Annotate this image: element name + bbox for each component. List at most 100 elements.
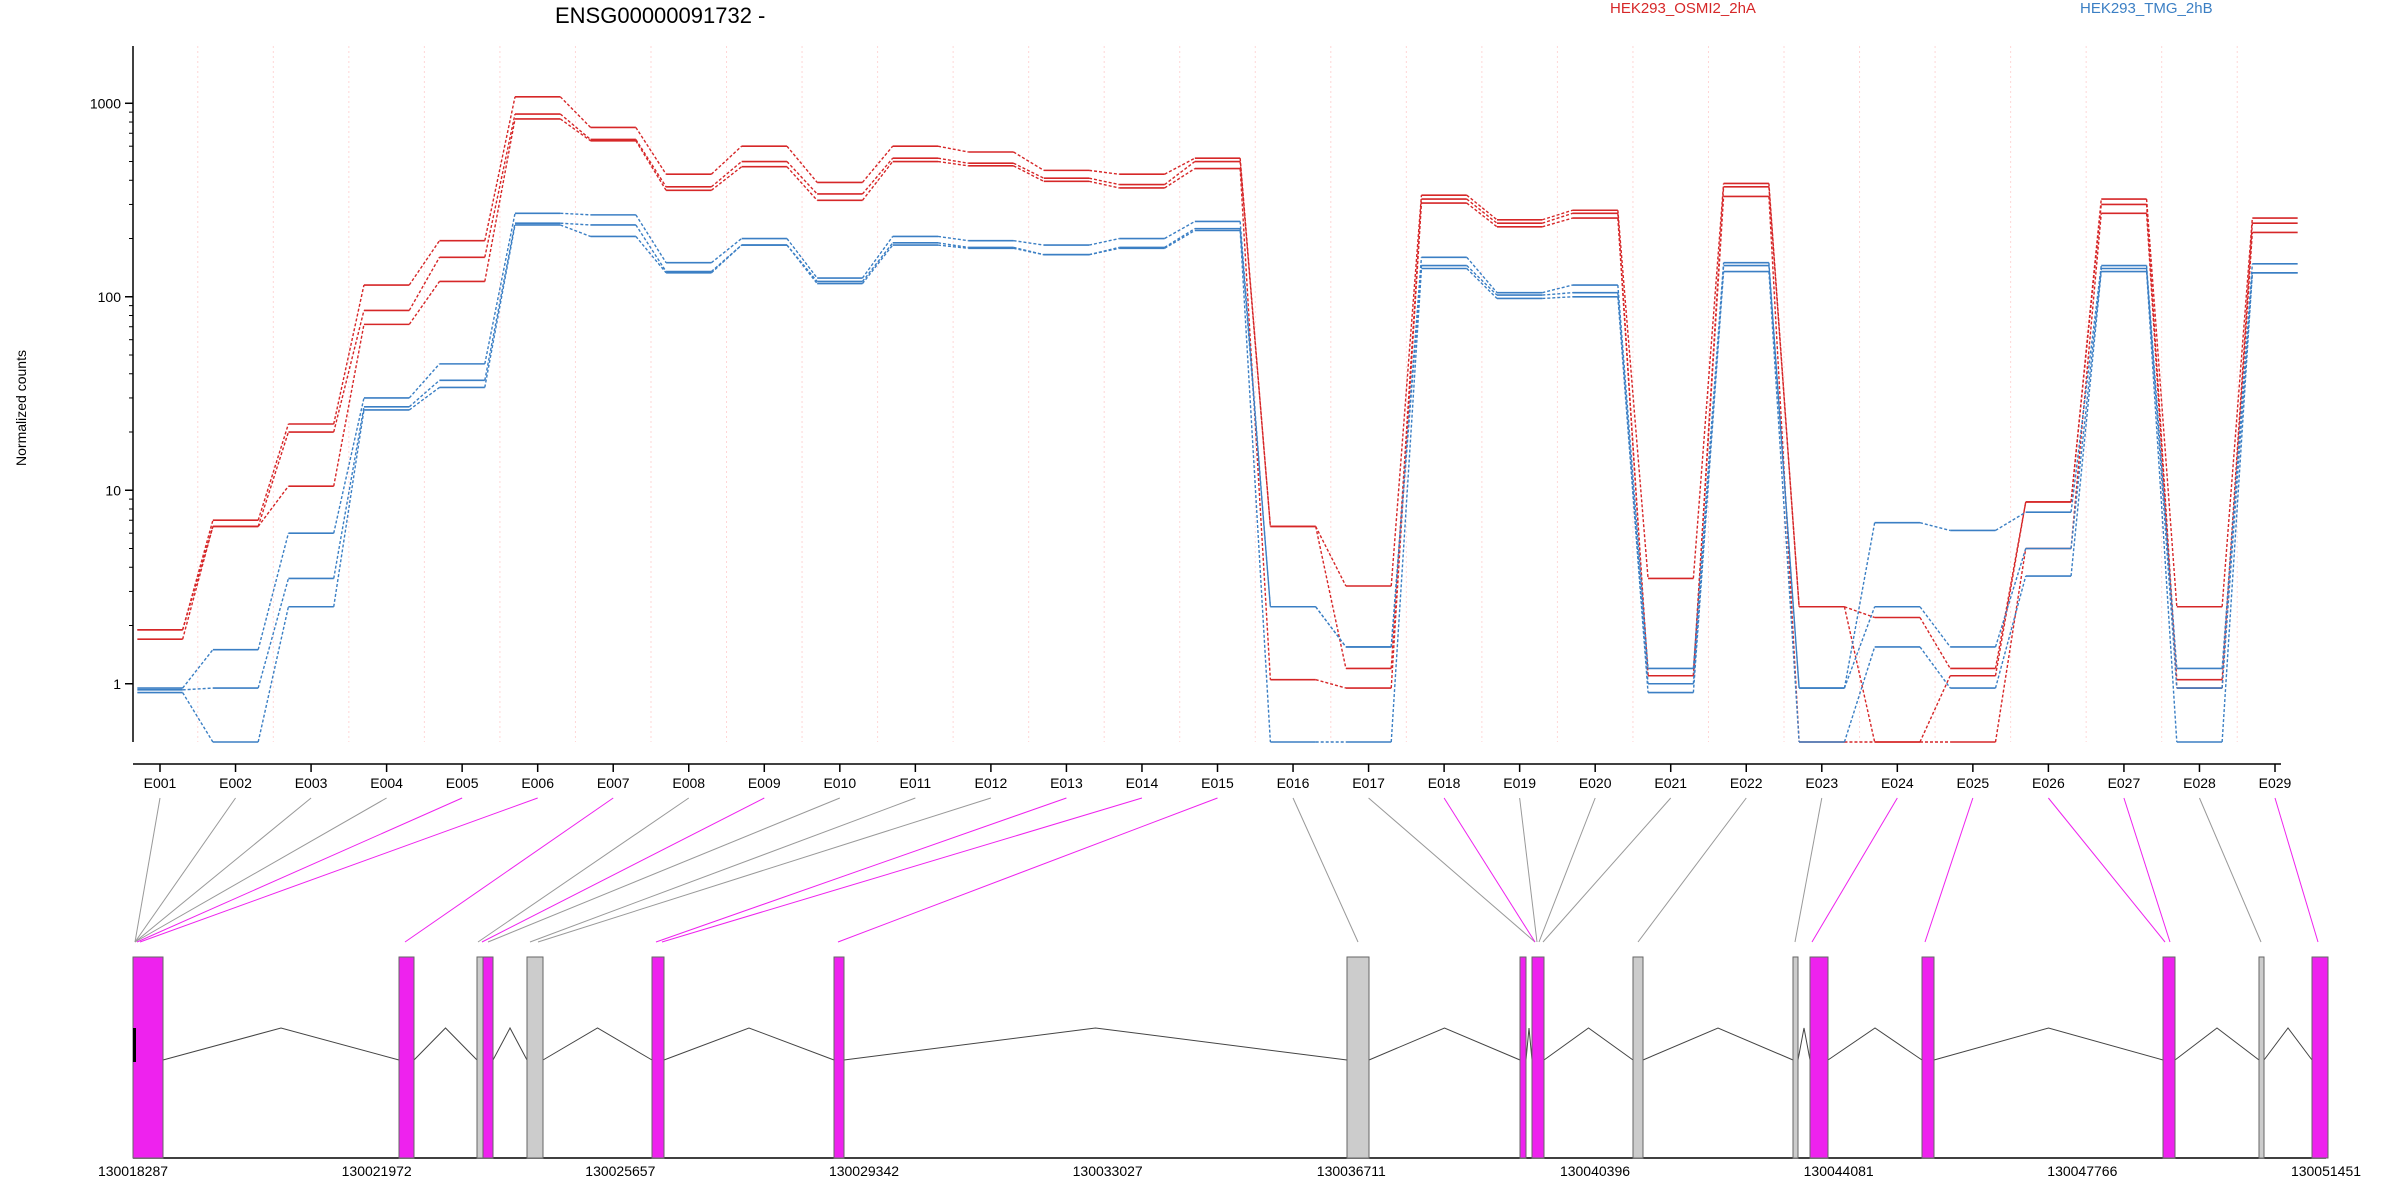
data-connector bbox=[1542, 284, 1573, 294]
data-connector bbox=[1088, 247, 1120, 256]
data-connector bbox=[181, 520, 214, 631]
exon-connector bbox=[1368, 797, 1536, 943]
data-connector bbox=[710, 237, 743, 264]
data-connector bbox=[1390, 265, 1423, 647]
data-connector bbox=[408, 240, 441, 286]
data-connector bbox=[2070, 213, 2102, 549]
x-tick-label: E011 bbox=[900, 775, 932, 791]
data-connector bbox=[333, 397, 365, 534]
gene-start-mark bbox=[133, 1028, 136, 1062]
x-tick-label: E019 bbox=[1503, 775, 1536, 791]
data-connector bbox=[1466, 267, 1498, 299]
data-connector bbox=[257, 533, 290, 650]
data-connector bbox=[1843, 606, 1876, 743]
gene-coordinate-label: 130025657 bbox=[585, 1163, 655, 1179]
data-connector bbox=[1164, 220, 1196, 240]
exon-connector bbox=[134, 797, 312, 943]
data-connector bbox=[635, 224, 667, 272]
x-tick-label: E001 bbox=[144, 775, 177, 791]
x-tick-label: E020 bbox=[1579, 775, 1612, 791]
data-connector bbox=[560, 222, 591, 226]
series-line bbox=[137, 224, 2298, 743]
intron-line bbox=[2174, 1027, 2260, 1061]
data-connector bbox=[1692, 271, 1725, 693]
data-connector bbox=[635, 127, 667, 175]
data-connector bbox=[1994, 548, 2027, 743]
data-connector bbox=[2145, 268, 2178, 689]
data-connector bbox=[1617, 210, 1649, 579]
exon-box bbox=[1809, 956, 1829, 1159]
intron-line bbox=[1368, 1027, 1521, 1061]
x-tick-label: E003 bbox=[295, 775, 328, 791]
data-connector bbox=[1466, 265, 1498, 296]
intron-line bbox=[1827, 1027, 1923, 1061]
data-connector bbox=[1466, 202, 1498, 228]
data-connector bbox=[484, 96, 516, 241]
legend-entry-tmg: HEK293_TMG_2hB bbox=[2080, 0, 2213, 17]
exon-connector bbox=[2199, 797, 2262, 943]
data-connector bbox=[1390, 195, 1423, 587]
y-tick-label: 1000 bbox=[90, 95, 121, 111]
series-line bbox=[137, 118, 2298, 743]
series-line bbox=[137, 96, 2298, 670]
data-connector bbox=[2070, 268, 2102, 549]
data-connector bbox=[2070, 271, 2102, 577]
data-connector bbox=[635, 139, 667, 188]
exon-box bbox=[482, 956, 494, 1159]
exon-box bbox=[1921, 956, 1935, 1159]
exon-connector bbox=[1794, 797, 1823, 943]
x-tick-label: E016 bbox=[1277, 775, 1310, 791]
gene-coordinate-label: 130029342 bbox=[829, 1163, 899, 1179]
data-connector bbox=[559, 96, 592, 128]
x-tick-label: E029 bbox=[2259, 775, 2292, 791]
exon-connector bbox=[477, 797, 690, 943]
intron-line bbox=[1543, 1027, 1634, 1061]
vertical-gridlines bbox=[197, 46, 2238, 742]
x-tick-label: E021 bbox=[1654, 775, 1687, 791]
data-connector bbox=[1692, 196, 1725, 676]
x-tick-label: E005 bbox=[446, 775, 479, 791]
chart-title: ENSG00000091732 - bbox=[555, 3, 765, 28]
data-connector bbox=[1390, 198, 1423, 669]
exon-box bbox=[2311, 956, 2329, 1159]
x-tick-label: E027 bbox=[2108, 775, 2141, 791]
gene-coordinate-label: 130018287 bbox=[98, 1163, 168, 1179]
exon-connector bbox=[139, 797, 538, 943]
data-connector bbox=[1994, 501, 2027, 676]
data-connector bbox=[1995, 511, 2027, 532]
data-connector bbox=[1164, 160, 1196, 186]
data-connector bbox=[1239, 161, 1272, 527]
data-connector bbox=[257, 485, 289, 527]
data-connector bbox=[1466, 198, 1498, 224]
data-connector bbox=[559, 118, 591, 142]
data-connector bbox=[333, 284, 365, 425]
data-connector bbox=[1542, 212, 1573, 224]
x-tick-label: E022 bbox=[1730, 775, 1763, 791]
exon-connector bbox=[2048, 797, 2166, 943]
data-connector bbox=[333, 324, 365, 487]
intron-line bbox=[1797, 1027, 1811, 1061]
intron-line bbox=[413, 1027, 478, 1061]
data-connector bbox=[937, 157, 969, 164]
series-line bbox=[137, 212, 2298, 689]
exon-connector bbox=[1542, 797, 1672, 943]
x-tick-label: E015 bbox=[1201, 775, 1234, 791]
gene-coordinate-label: 130051451 bbox=[2291, 1163, 2361, 1179]
data-connector bbox=[786, 161, 818, 195]
exon-connector bbox=[537, 797, 992, 943]
exon-box bbox=[526, 956, 544, 1159]
intron-line bbox=[1642, 1027, 1794, 1061]
legend-entry-osmi2: HEK293_OSMI2_2hA bbox=[1610, 0, 1756, 17]
exon-box bbox=[132, 956, 164, 1159]
data-connector bbox=[1315, 526, 1347, 587]
x-tick-label: E018 bbox=[1428, 775, 1461, 791]
data-connector bbox=[182, 687, 213, 691]
data-connector bbox=[1088, 180, 1120, 189]
exon-connector bbox=[837, 797, 1218, 943]
exon-connector bbox=[134, 797, 387, 943]
data-connector bbox=[257, 606, 290, 743]
exon-connector bbox=[1811, 797, 1898, 943]
gene-model: 130018287 130021972 130025657 130029342 1300… bbox=[98, 956, 2361, 1179]
data-connector bbox=[1013, 247, 1044, 256]
